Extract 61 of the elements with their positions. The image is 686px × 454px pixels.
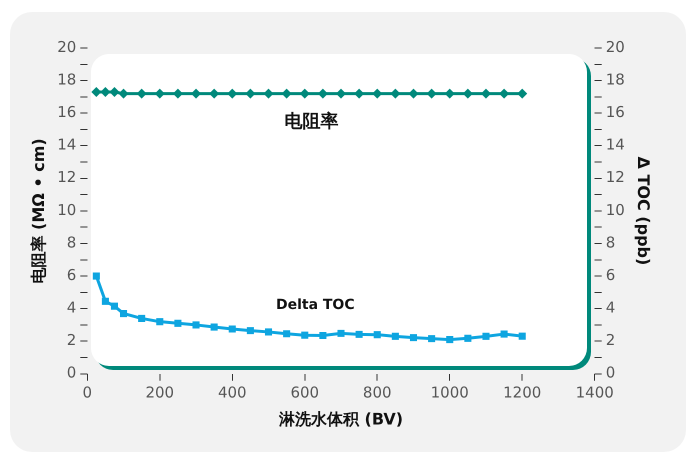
point	[482, 332, 490, 340]
point	[246, 327, 254, 334]
y2-tick-label: 14	[606, 136, 625, 154]
point	[392, 332, 399, 340]
point	[446, 336, 454, 344]
point	[283, 330, 290, 338]
point	[120, 310, 128, 318]
y2-tick-label: 4	[606, 298, 616, 317]
y-tick-label: 14	[57, 136, 76, 154]
point	[102, 298, 109, 305]
point	[356, 330, 363, 338]
y2-axis-title: Δ TOC (ppb)	[634, 156, 654, 266]
point	[110, 302, 118, 310]
y2-tick-label: 10	[606, 200, 625, 219]
x-tick-label: 400	[218, 384, 247, 402]
y-tick-label: 8	[66, 233, 76, 252]
x-axis-title: 淋洗水体积 (BV)	[278, 410, 404, 429]
y2-tick-label: 0	[606, 364, 616, 382]
y2-tick-label: 18	[606, 70, 625, 88]
x-tick-label: 1000	[430, 384, 469, 402]
point	[337, 330, 345, 337]
x-tick-label: 800	[362, 384, 392, 402]
y2-tick-label: 2	[606, 331, 616, 350]
point	[518, 332, 526, 340]
y-tick-label: 10	[57, 200, 76, 219]
y-tick-label: 0	[66, 364, 76, 382]
point	[301, 332, 308, 339]
y2-tick-label: 12	[606, 168, 625, 186]
x-tick-label: 0	[82, 384, 92, 402]
x-tick-label: 1200	[503, 384, 542, 402]
y-tick-label: 12	[57, 168, 76, 186]
y-tick-label: 4	[66, 298, 76, 317]
y-tick-label: 2	[66, 331, 76, 350]
y2-tick-label: 8	[606, 233, 616, 252]
point	[464, 334, 472, 342]
point	[500, 330, 508, 338]
y-axis-title: 电阻率 (MΩ • cm)	[28, 138, 48, 284]
y2-tick-label: 16	[606, 103, 625, 122]
y2-tick-label: 20	[606, 38, 625, 56]
point	[228, 325, 236, 333]
y2-tick-label: 6	[606, 266, 616, 284]
point	[192, 321, 200, 328]
y-tick-label: 16	[57, 103, 76, 122]
point	[210, 324, 218, 331]
point	[92, 272, 100, 280]
point	[319, 332, 326, 340]
point	[264, 328, 272, 336]
point	[138, 314, 146, 322]
x-tick-label: 1400	[576, 384, 614, 402]
y-tick-label: 6	[66, 266, 76, 284]
point	[410, 334, 418, 342]
point	[428, 335, 436, 342]
point	[156, 318, 164, 326]
y-tick-label: 20	[57, 38, 76, 56]
point	[174, 320, 182, 327]
series-label: Delta TOC	[276, 296, 355, 313]
y-tick-label: 18	[57, 70, 76, 88]
series-label: 电阻率	[284, 111, 338, 132]
x-tick-label: 600	[290, 384, 320, 402]
x-tick-label: 200	[145, 384, 174, 402]
point	[374, 331, 381, 338]
